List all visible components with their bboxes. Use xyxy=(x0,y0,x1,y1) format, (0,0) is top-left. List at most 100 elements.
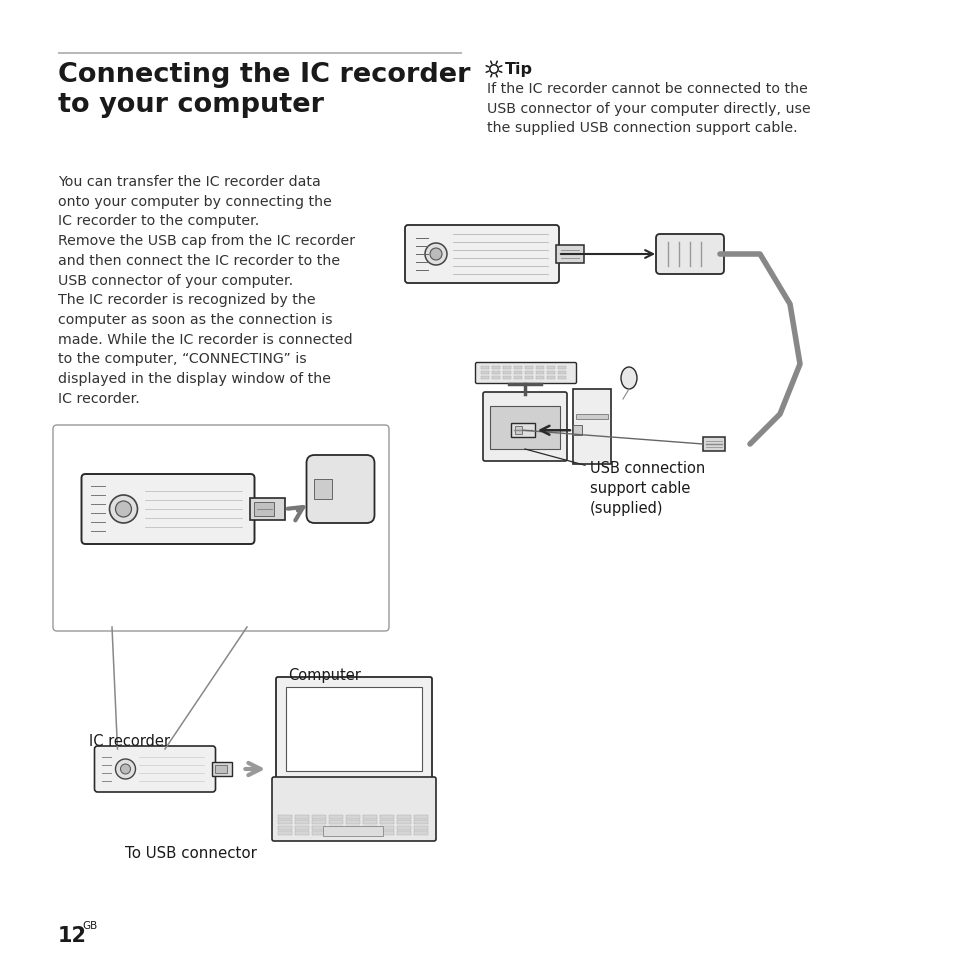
Bar xyxy=(536,366,543,370)
FancyBboxPatch shape xyxy=(275,678,432,781)
Bar xyxy=(363,821,376,824)
Bar xyxy=(573,426,581,436)
Bar xyxy=(396,825,411,830)
Bar xyxy=(546,371,555,375)
Circle shape xyxy=(424,244,447,266)
Bar xyxy=(414,815,428,819)
Bar xyxy=(546,366,555,370)
Bar xyxy=(277,831,292,835)
Bar xyxy=(514,376,521,379)
Text: Connecting the IC recorder
to your computer: Connecting the IC recorder to your compu… xyxy=(58,62,470,117)
Bar xyxy=(251,498,285,520)
Bar xyxy=(515,427,521,435)
Bar xyxy=(329,821,343,824)
Text: Computer: Computer xyxy=(288,667,360,682)
Bar xyxy=(294,821,309,824)
FancyBboxPatch shape xyxy=(94,746,215,792)
Bar xyxy=(379,815,394,819)
Bar xyxy=(524,376,533,379)
Bar xyxy=(346,825,359,830)
Bar xyxy=(277,821,292,824)
Bar xyxy=(314,479,333,499)
FancyBboxPatch shape xyxy=(475,363,576,384)
Bar xyxy=(396,815,411,819)
Bar xyxy=(213,762,233,776)
Bar xyxy=(558,376,565,379)
Bar xyxy=(277,825,292,830)
FancyBboxPatch shape xyxy=(482,393,566,461)
Bar xyxy=(379,821,394,824)
Bar xyxy=(312,821,326,824)
FancyBboxPatch shape xyxy=(81,475,254,544)
Bar xyxy=(414,831,428,835)
Bar xyxy=(346,821,359,824)
Bar xyxy=(312,815,326,819)
Bar xyxy=(511,424,535,437)
Bar xyxy=(363,825,376,830)
FancyBboxPatch shape xyxy=(656,234,723,274)
Bar xyxy=(492,376,499,379)
Text: To USB connector: To USB connector xyxy=(125,845,256,861)
Bar xyxy=(414,821,428,824)
Bar xyxy=(492,366,499,370)
Bar xyxy=(363,815,376,819)
Circle shape xyxy=(120,764,131,774)
Bar xyxy=(536,371,543,375)
Bar xyxy=(480,371,489,375)
FancyBboxPatch shape xyxy=(272,778,436,841)
Bar xyxy=(396,831,411,835)
Text: 12: 12 xyxy=(58,925,87,945)
Text: USB connection
support cable
(supplied): USB connection support cable (supplied) xyxy=(589,460,704,516)
Circle shape xyxy=(489,66,497,74)
Bar xyxy=(556,246,583,264)
Bar xyxy=(346,815,359,819)
Bar xyxy=(254,502,274,517)
Bar xyxy=(502,371,511,375)
Bar xyxy=(312,825,326,830)
Bar xyxy=(414,825,428,830)
Bar xyxy=(524,366,533,370)
Bar xyxy=(492,371,499,375)
Bar xyxy=(514,366,521,370)
Bar xyxy=(576,415,607,419)
Text: IC recorder: IC recorder xyxy=(90,733,171,748)
Bar xyxy=(277,815,292,819)
Circle shape xyxy=(115,501,132,517)
FancyBboxPatch shape xyxy=(405,226,558,284)
Bar xyxy=(536,376,543,379)
Bar xyxy=(323,826,382,836)
Bar xyxy=(312,831,326,835)
Circle shape xyxy=(430,249,441,261)
FancyBboxPatch shape xyxy=(53,426,389,631)
Bar xyxy=(480,366,489,370)
Bar xyxy=(502,376,511,379)
Bar xyxy=(294,831,309,835)
Bar xyxy=(379,825,394,830)
Bar xyxy=(346,831,359,835)
Bar xyxy=(215,765,227,773)
Bar xyxy=(329,831,343,835)
Bar xyxy=(558,371,565,375)
Bar xyxy=(396,821,411,824)
Bar xyxy=(558,366,565,370)
Bar xyxy=(329,825,343,830)
FancyBboxPatch shape xyxy=(306,456,375,523)
Bar xyxy=(379,831,394,835)
Bar xyxy=(546,376,555,379)
Bar xyxy=(702,437,724,452)
Ellipse shape xyxy=(620,368,637,390)
Bar xyxy=(514,371,521,375)
Bar xyxy=(294,815,309,819)
Bar xyxy=(329,815,343,819)
Bar xyxy=(294,825,309,830)
Bar xyxy=(524,371,533,375)
Bar xyxy=(286,687,421,771)
Circle shape xyxy=(110,496,137,523)
Bar xyxy=(490,407,559,450)
Text: If the IC recorder cannot be connected to the
USB connector of your computer dir: If the IC recorder cannot be connected t… xyxy=(486,82,810,135)
Bar xyxy=(480,376,489,379)
Text: Tip: Tip xyxy=(504,62,533,77)
Text: GB: GB xyxy=(82,920,97,930)
Bar xyxy=(363,831,376,835)
Bar xyxy=(573,390,610,464)
